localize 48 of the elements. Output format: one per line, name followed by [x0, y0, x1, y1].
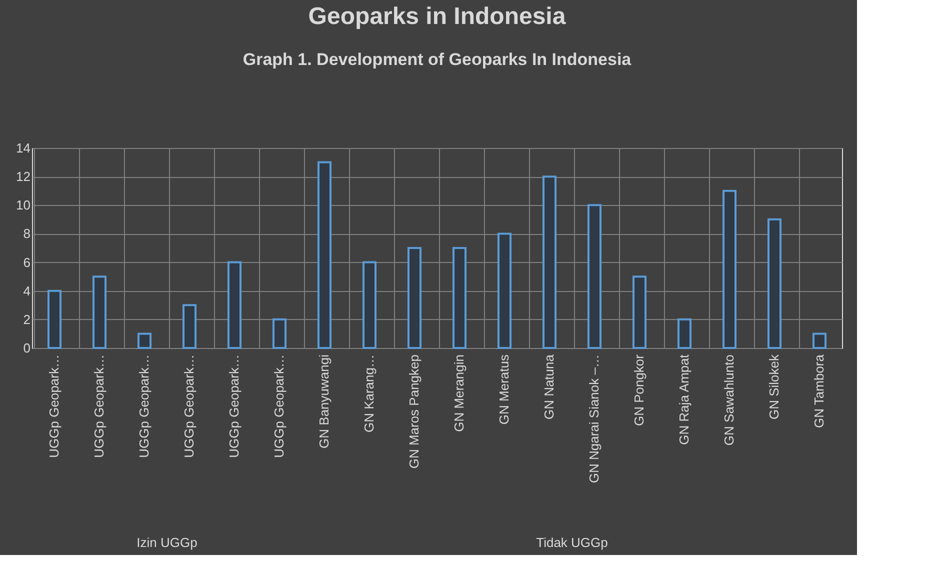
bar — [318, 161, 332, 349]
bar — [812, 332, 826, 349]
x-tick-label: GN Merangin — [452, 354, 466, 432]
bar — [228, 261, 242, 349]
x-tick-label: GN Sawahlunto — [722, 354, 736, 446]
y-tick-label: 8 — [23, 226, 30, 242]
y-tick-label: 0 — [23, 340, 30, 356]
chart-title: Geoparks in Indonesia — [308, 3, 566, 30]
text: Izin UGGp — [136, 535, 198, 550]
x-tick-label: GN Banyuwangi — [316, 354, 332, 448]
bar — [92, 276, 106, 349]
bar — [272, 318, 286, 349]
bar — [722, 190, 736, 349]
bar — [138, 332, 152, 349]
x-tick-label: GN Maros Pangkep — [406, 354, 422, 469]
bar — [48, 290, 62, 349]
x-tick-label: GN Raja Ampat — [676, 354, 692, 445]
bar — [498, 232, 512, 349]
x-tick-label: UGGp Geopark… — [92, 354, 106, 458]
x-tick-label: UGGp Geopark… — [136, 354, 152, 458]
x-tick-label: UGGp Geopark… — [272, 354, 286, 458]
y-tick-label: 12 — [16, 169, 30, 184]
bar — [452, 247, 466, 349]
bar — [542, 176, 556, 349]
y-tick-label: 10 — [16, 198, 30, 213]
x-tick-label: UGGp Geopark… — [226, 354, 242, 458]
bar — [362, 261, 376, 349]
y-tick-label: 14 — [16, 140, 30, 156]
bar — [408, 247, 422, 349]
x-tick-label: GN Silokek — [766, 354, 782, 420]
y-tick-label: 4 — [23, 283, 30, 298]
y-tick-label: 2 — [23, 312, 30, 327]
x-tick-label: UGGp Geopark… — [182, 354, 196, 458]
text: Tidak UGGp — [536, 535, 608, 550]
x-tick-label: GN Natuna — [542, 354, 556, 420]
x-tick-label: GN Pongkor — [632, 354, 646, 426]
bar — [632, 276, 646, 349]
x-tick-label: GN Karang… — [362, 354, 376, 433]
x-tick-label: GN Tambora — [812, 354, 826, 428]
bar — [182, 304, 196, 349]
bar — [768, 218, 782, 349]
caption: Graph 1. Development of Geoparks In Indonesia — [242, 50, 632, 69]
x-tick-label: GN Meratus — [496, 354, 512, 425]
bar — [588, 204, 602, 349]
bar — [678, 318, 692, 349]
x-tick-label: GN Ngarai Sianok –… — [586, 354, 602, 484]
y-tick-label: 6 — [23, 254, 30, 270]
x-tick-label: UGGp Geopark… — [46, 354, 62, 458]
